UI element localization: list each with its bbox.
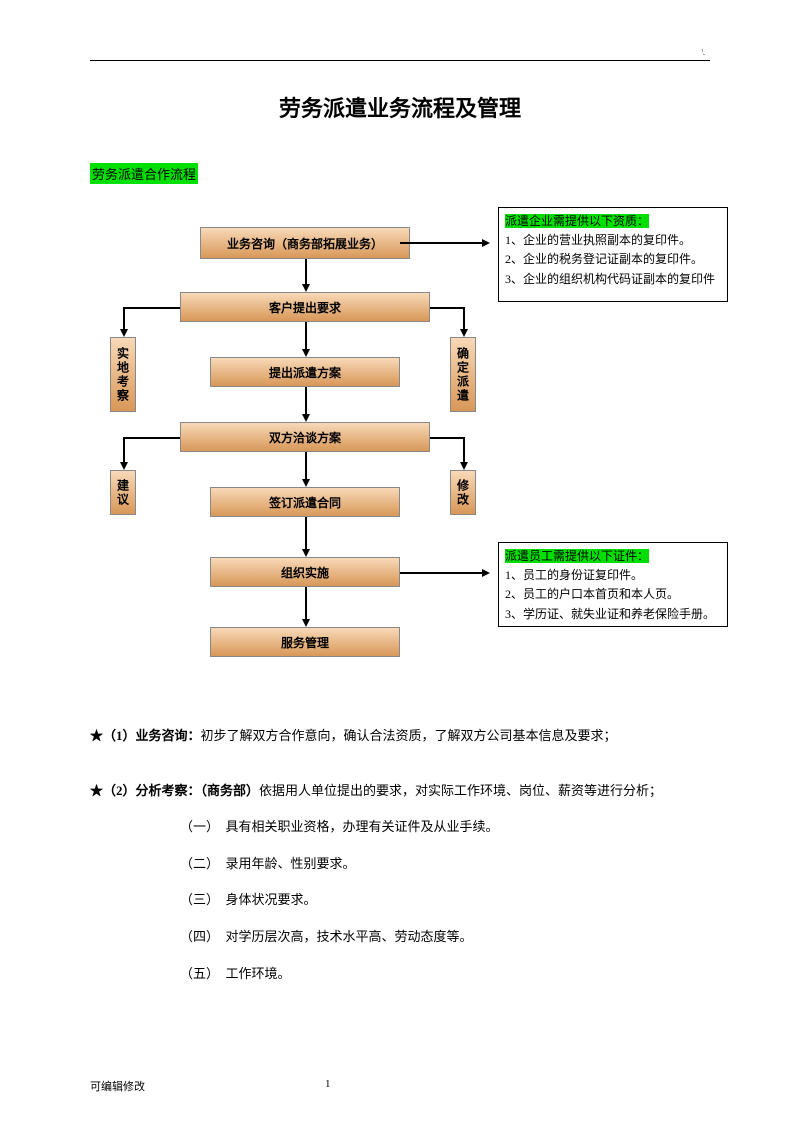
info-line: 3、企业的组织机构代码证副本的复印件: [505, 272, 715, 286]
arrow-head-icon: [120, 329, 128, 337]
list-item: （一） 具有相关职业资格，办理有关证件及从业手续。: [180, 813, 710, 842]
para1-label: ★（1）业务咨询：: [90, 728, 201, 743]
document-page: '. 劳务派遣业务流程及管理 劳务派遣合作流程 业务咨询（商务部拓展业务） 客户提…: [0, 0, 800, 1132]
flow-connector: [463, 437, 465, 464]
corner-mark: '.: [702, 48, 705, 57]
paragraph-1: ★（1）业务咨询：初步了解双方合作意向，确认合法资质，了解双方公司基本信息及要求…: [90, 722, 710, 751]
flow-side-node: 实地考察: [110, 337, 136, 412]
arrow-head-icon: [302, 349, 310, 357]
body-text: ★（1）业务咨询：初步了解双方合作意向，确认合法资质，了解双方公司基本信息及要求…: [90, 722, 710, 988]
info-line: 2、企业的税务登记证副本的复印件。: [505, 252, 703, 266]
flow-arrow: [305, 259, 307, 286]
flow-node: 双方洽谈方案: [180, 422, 430, 452]
info-callout: 派遣企业需提供以下资质： 1、企业的营业执照副本的复印件。 2、企业的税务登记证副本…: [498, 207, 728, 302]
flow-side-node: 确定派遣: [450, 337, 476, 412]
arrow-head-icon: [482, 239, 490, 247]
flow-connector: [400, 242, 484, 244]
list-item: （五） 工作环境。: [180, 960, 710, 989]
list-item: （二） 录用年龄、性别要求。: [180, 850, 710, 879]
document-title: 劳务派遣业务流程及管理: [90, 91, 710, 123]
flow-arrow: [305, 517, 307, 551]
arrow-head-icon: [460, 462, 468, 470]
footer-page-number: 1: [325, 1078, 331, 1094]
arrow-head-icon: [302, 619, 310, 627]
flow-arrow: [305, 322, 307, 351]
flow-connector: [123, 307, 180, 309]
flow-connector: [430, 437, 463, 439]
list-item: （四） 对学历层次高，技术水平高、劳动态度等。: [180, 923, 710, 952]
flow-node: 业务咨询（商务部拓展业务）: [200, 227, 410, 259]
arrow-head-icon: [302, 479, 310, 487]
info-line: 1、员工的身份证复印件。: [505, 568, 643, 582]
page-footer: 可编辑修改 1: [90, 1078, 710, 1094]
flow-node: 提出派遣方案: [210, 357, 400, 387]
flow-connector: [430, 307, 463, 309]
para2-label: ★（2）分析考察：（商务部）: [90, 783, 259, 798]
arrow-head-icon: [460, 329, 468, 337]
flow-connector: [400, 572, 484, 574]
flow-node: 组织实施: [210, 557, 400, 587]
flow-node: 客户提出要求: [180, 292, 430, 322]
section-label: 劳务派遣合作流程: [90, 163, 198, 184]
arrow-head-icon: [302, 414, 310, 422]
info-line: 2、员工的户口本首页和本人页。: [505, 587, 679, 601]
arrow-head-icon: [482, 569, 490, 577]
list-item: （三） 身体状况要求。: [180, 886, 710, 915]
paragraph-2: ★（2）分析考察：（商务部）依据用人单位提出的要求，对实际工作环境、岗位、薪资等…: [90, 777, 710, 806]
footer-editable: 可编辑修改: [90, 1078, 145, 1094]
flow-connector: [123, 307, 125, 331]
info-line: 3、学历证、就失业证和养老保险手册。: [505, 607, 715, 621]
flow-connector: [463, 307, 465, 331]
flow-connector: [123, 437, 125, 464]
flow-arrow: [305, 387, 307, 416]
flow-arrow: [305, 587, 307, 621]
flowchart: 业务咨询（商务部拓展业务） 客户提出要求提出派遣方案双方洽谈方案签订派遣合同组织实…: [90, 192, 710, 692]
flow-side-node: 修改: [450, 470, 476, 515]
para1-content: 初步了解双方合作意向，确认合法资质，了解双方公司基本信息及要求；: [201, 728, 617, 743]
info-line: 1、企业的营业执照副本的复印件。: [505, 233, 691, 247]
flow-connector: [123, 437, 180, 439]
flow-node: 服务管理: [210, 627, 400, 657]
header-rule: [90, 60, 710, 61]
arrow-head-icon: [302, 549, 310, 557]
flow-node: 签订派遣合同: [210, 487, 400, 517]
arrow-head-icon: [302, 284, 310, 292]
info-highlight: 派遣企业需提供以下资质：: [505, 214, 649, 228]
info-highlight: 派遣员工需提供以下证件：: [505, 549, 649, 563]
flow-side-node: 建议: [110, 470, 136, 515]
spacer: [90, 759, 710, 769]
para2-content: 依据用人单位提出的要求，对实际工作环境、岗位、薪资等进行分析；: [259, 783, 662, 798]
info-callout: 派遣员工需提供以下证件： 1、员工的身份证复印件。 2、员工的户口本首页和本人页。…: [498, 542, 728, 627]
arrow-head-icon: [120, 462, 128, 470]
numbered-list: （一） 具有相关职业资格，办理有关证件及从业手续。 （二） 录用年龄、性别要求。 （…: [90, 813, 710, 988]
flow-arrow: [305, 452, 307, 481]
